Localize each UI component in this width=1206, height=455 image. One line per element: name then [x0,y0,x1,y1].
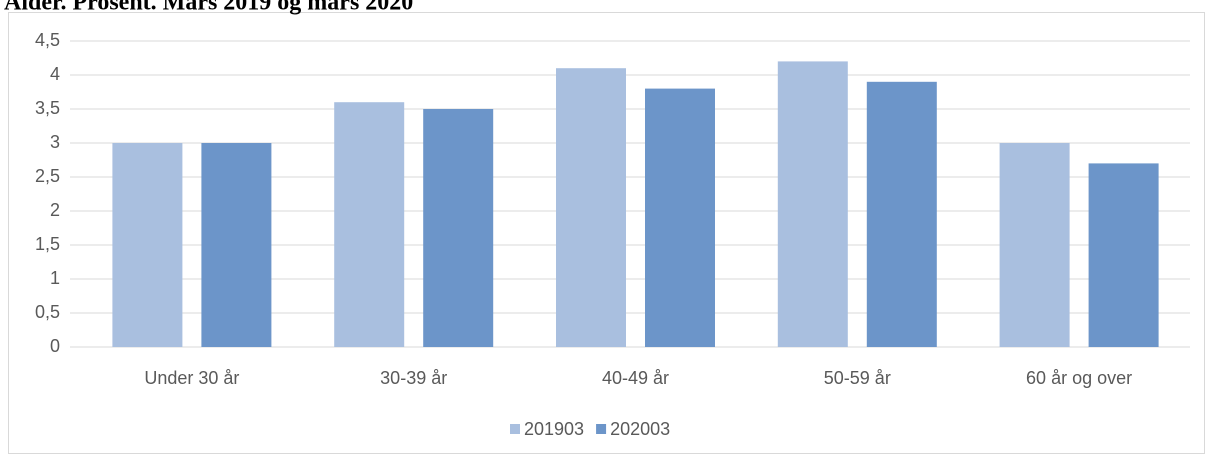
y-tick-label: 1 [50,268,60,288]
x-tick-label: Under 30 år [144,368,239,388]
legend-swatch [596,424,607,434]
y-tick-label: 2,5 [35,166,60,186]
y-tick-label: 0,5 [35,302,60,322]
bar [112,143,183,347]
bar [1088,163,1159,347]
y-tick-label: 4,5 [35,30,60,50]
bar [334,102,405,347]
legend-swatch [510,424,520,434]
x-tick-label: 60 år og over [1026,368,1132,388]
bar [866,81,937,348]
chart-title: Alder. Prosent. Mars 2019 og mars 2020 [4,0,413,16]
bar [201,143,272,347]
y-tick-label: 3,5 [35,98,60,118]
bar [999,143,1070,347]
y-tick-label: 4 [50,64,60,84]
y-tick-label: 2 [50,200,60,220]
x-tick-label: 50-59 år [824,368,891,388]
x-tick-label: 40-49 år [602,368,669,388]
bar [777,61,848,348]
legend-label: 202003 [610,419,670,439]
bar [423,109,494,347]
bar [645,88,715,347]
bar [556,68,626,347]
y-tick-label: 0 [50,336,60,356]
y-tick-label: 1,5 [35,234,60,254]
legend-label: 201903 [524,419,584,439]
y-tick-label: 3 [50,132,60,152]
x-tick-label: 30-39 år [380,368,447,388]
